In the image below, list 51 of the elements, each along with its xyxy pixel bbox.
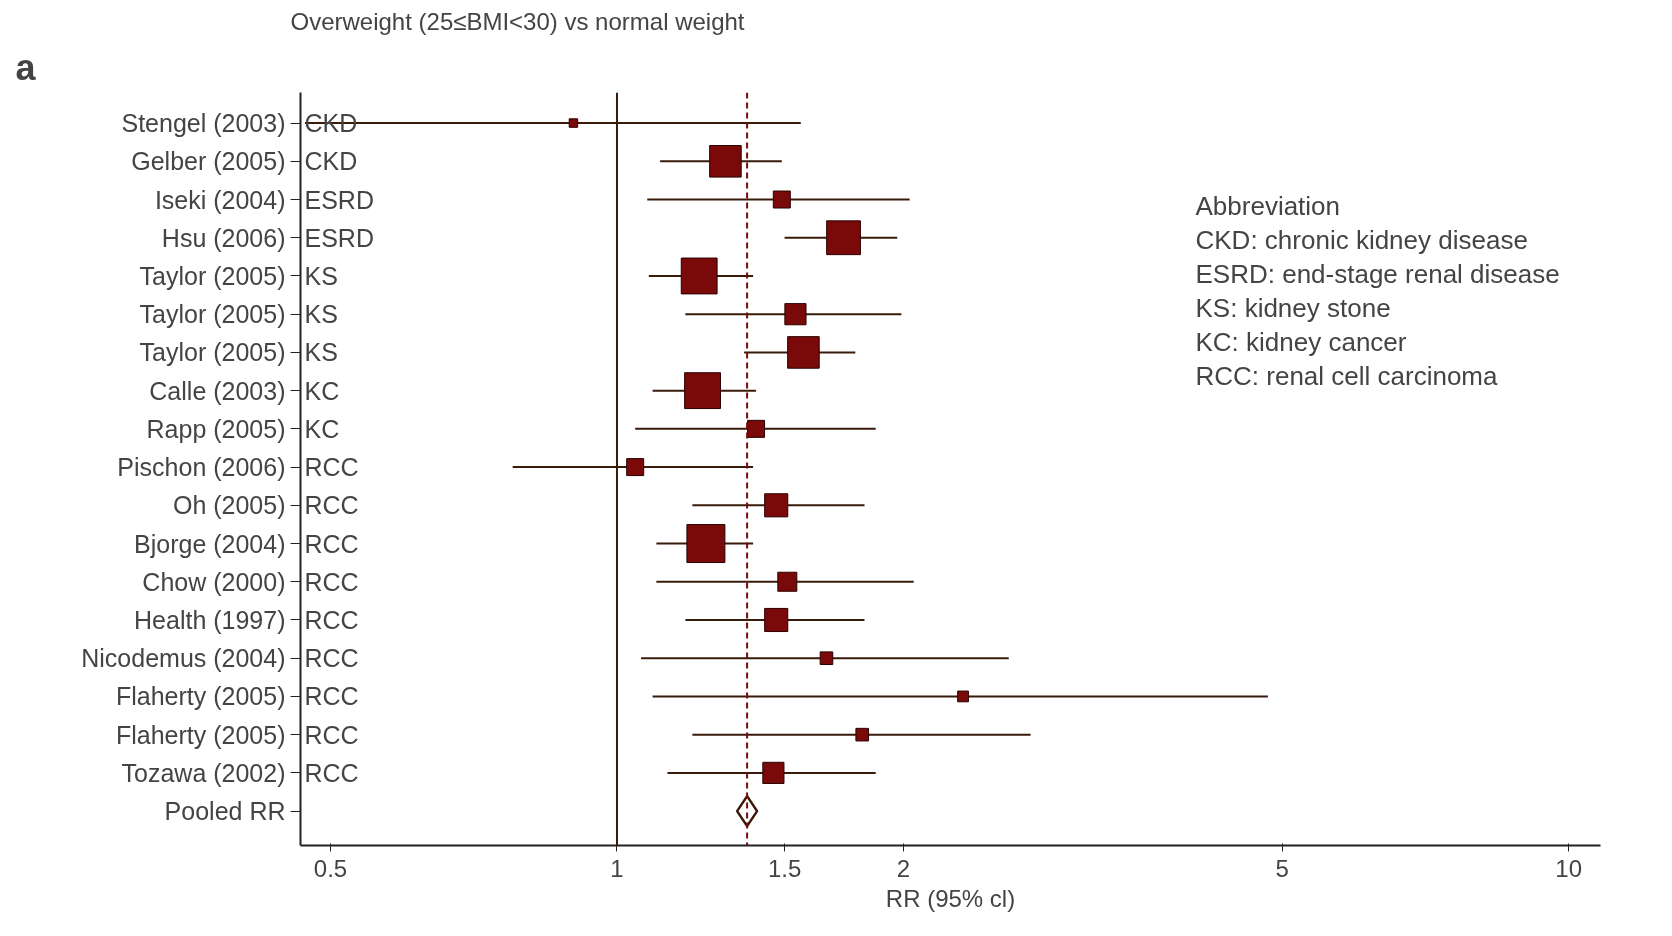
annotation: RCC	[304, 682, 359, 711]
y-tick-label: Calle (2003)	[149, 376, 286, 405]
text: a	[15, 46, 37, 88]
y-tick-label: Health (1997)	[134, 605, 286, 634]
annotation: KS	[304, 300, 338, 329]
x-tick-label: 2	[896, 854, 911, 882]
annotation: RCC	[304, 529, 359, 558]
x-tick-label: 5	[1275, 854, 1289, 882]
y-tick-label: Nicodemus (2004)	[81, 644, 286, 673]
annotation: CKD	[304, 147, 358, 176]
y-tick-label: Hsu (2006)	[161, 223, 286, 252]
annotation: RCC: renal cell carcinoma	[1195, 360, 1499, 391]
annotation: KC: kidney cancer	[1195, 326, 1407, 357]
x-tick-label: 1	[610, 854, 624, 882]
annotation: RCC	[304, 567, 359, 596]
x-tick-label: 0.5	[313, 854, 348, 882]
x-tick-label: 1.5	[767, 854, 802, 882]
annotation: RCC	[304, 453, 359, 482]
annotation: KC	[304, 414, 340, 443]
annotation: ESRD	[304, 185, 374, 214]
chart-title: Overweight (25≤BMI<30) vs normal weight	[290, 7, 745, 35]
annotation: ESRD	[304, 223, 374, 252]
x-axis-title: RR (95% cl)	[885, 884, 1016, 912]
annotation: RCC	[304, 720, 359, 749]
annotation: ESRD: end-stage renal disease	[1195, 258, 1560, 289]
annotation: RCC	[304, 644, 359, 673]
annotation: RCC	[304, 491, 359, 520]
y-tick-label: Pooled RR	[164, 797, 286, 826]
y-tick-label: Taylor (2005)	[139, 261, 286, 290]
y-tick-label: Taylor (2005)	[139, 338, 286, 367]
y-tick-label: Flaherty (2005)	[115, 682, 286, 711]
annotation: KS: kidney stone	[1195, 292, 1391, 323]
y-tick-label: Taylor (2005)	[139, 300, 286, 329]
annotation: CKD: chronic kidney disease	[1195, 224, 1528, 255]
annotation: KC	[304, 376, 340, 405]
x-tick-label: 10	[1555, 854, 1583, 882]
y-tick-label: Flaherty (2005)	[115, 720, 286, 749]
annotation: KS	[304, 338, 338, 367]
y-tick-label: Rapp (2005)	[146, 414, 286, 443]
y-tick-label: Bjorge (2004)	[134, 529, 286, 558]
y-tick-label: Oh (2005)	[172, 491, 286, 520]
annotation: RCC	[304, 605, 359, 634]
y-tick-label: Chow (2000)	[142, 567, 286, 596]
annotation: Abbreviation	[1195, 190, 1341, 221]
annotation: RCC	[304, 758, 359, 787]
y-tick-label: Pischon (2006)	[117, 453, 286, 482]
y-tick-label: Tozawa (2002)	[121, 758, 286, 787]
y-tick-label: Gelber (2005)	[131, 147, 286, 176]
y-tick-label: Stengel (2003)	[121, 109, 286, 138]
y-tick-label: Iseki (2004)	[154, 185, 286, 214]
annotation: KS	[304, 261, 338, 290]
